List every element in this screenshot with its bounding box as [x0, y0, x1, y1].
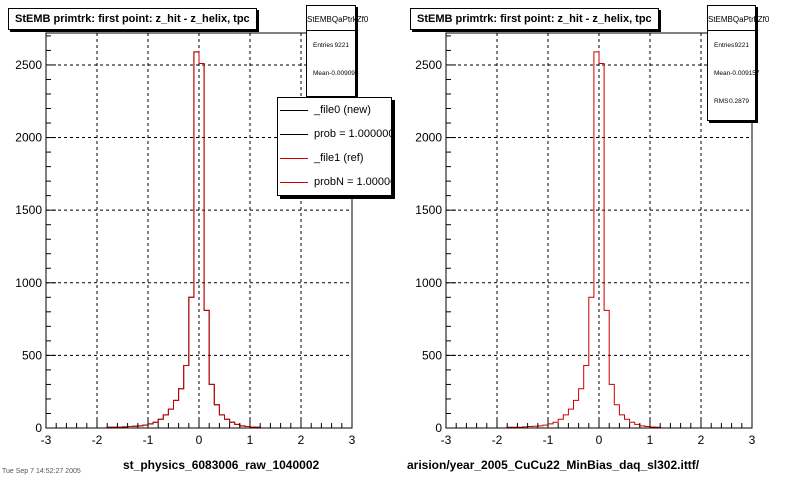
legend-entry: prob = 1.000000 — [278, 122, 391, 146]
x-tick-label: 2 — [698, 433, 705, 447]
y-tick-label: 2000 — [15, 131, 42, 145]
x-tick-label: 1 — [647, 433, 654, 447]
timestamp-text: Tue Sep 7 14:52:27 2005 — [2, 468, 81, 475]
stats-value: 9221 — [334, 41, 349, 49]
x-tick-label: 1 — [247, 433, 254, 447]
stats-label: Entries — [313, 41, 334, 49]
stats-value: 0.2879 — [729, 97, 749, 105]
panel-2-title: StEMB primtrk: first point: z_hit - z_he… — [410, 8, 659, 30]
stats-name: StEMBQaPtrkZf0 — [307, 6, 368, 31]
panel-2-x-axis-title: arision/year_2005_CuCu22_MinBias_daq_sl3… — [407, 458, 700, 472]
legend-label: prob = 1.000000 — [314, 128, 392, 140]
x-tick-label: -3 — [441, 433, 452, 447]
stats-label: Mean — [313, 69, 330, 77]
x-tick-label: -3 — [41, 433, 52, 447]
y-tick-label: 1000 — [415, 276, 442, 290]
legend-label: _file1 (ref) — [314, 152, 364, 164]
stats-row: Entries 9221 — [708, 31, 755, 59]
stats-label: Entries — [714, 41, 735, 49]
stats-row: RMS 0.2879 — [708, 87, 755, 115]
stats-row: Entries 9221 — [307, 31, 355, 59]
y-tick-label: 0 — [35, 421, 42, 435]
stats-value: 9221 — [734, 41, 749, 49]
legend-label: _file0 (new) — [314, 104, 371, 116]
stats-name: StEMBQaPtrkZf0 — [708, 6, 769, 31]
legend-label: probN = 1.000000 — [314, 176, 391, 188]
x-tick-label: -2 — [92, 433, 103, 447]
panel-1-title: StEMB primtrk: first point: z_hit - z_he… — [8, 8, 257, 30]
stats-value: -0.009093 — [329, 69, 359, 77]
y-tick-label: 500 — [422, 348, 442, 362]
y-tick-label: 2500 — [415, 58, 442, 72]
y-tick-label: 1000 — [15, 276, 42, 290]
stats-label: Mean — [714, 69, 731, 77]
y-tick-label: 2500 — [15, 58, 42, 72]
legend-line-swatch — [280, 157, 308, 159]
x-tick-label: -1 — [543, 433, 554, 447]
x-tick-label: -1 — [143, 433, 154, 447]
panel-1-stats-box: StEMBQaPtrkZf0 Entries 9221 Mean -0.0090… — [306, 5, 368, 97]
x-tick-label: 3 — [749, 433, 756, 447]
x-tick-label: 0 — [596, 433, 603, 447]
legend-line-swatch — [280, 181, 308, 183]
panel-1-x-axis-title: st_physics_6083006_raw_1040002 — [123, 458, 320, 472]
x-tick-label: 3 — [349, 433, 356, 447]
legend-entry: probN = 1.000000 — [278, 170, 391, 194]
stats-value: -0.009157 — [730, 69, 760, 77]
x-tick-label: 0 — [196, 433, 203, 447]
y-tick-label: 1500 — [415, 203, 442, 217]
legend-entry: _file0 (new) — [278, 98, 391, 122]
panel-2-stats-box: StEMBQaPtrkZf0 Entries 9221 Mean -0.0091… — [707, 5, 769, 121]
y-tick-label: 500 — [22, 348, 42, 362]
y-tick-label: 0 — [435, 421, 442, 435]
legend-box: _file0 (new) prob = 1.000000 _file1 (ref… — [277, 97, 392, 196]
x-tick-label: 2 — [298, 433, 305, 447]
stats-label: RMS — [714, 97, 729, 105]
y-tick-label: 1500 — [15, 203, 42, 217]
legend-entry: _file1 (ref) — [278, 146, 391, 170]
y-tick-label: 2000 — [415, 131, 442, 145]
legend-line-swatch — [280, 133, 308, 135]
legend-line-swatch — [280, 109, 308, 111]
stats-row: Mean -0.009157 — [708, 59, 760, 87]
stats-row: Mean -0.009093 — [307, 59, 359, 87]
x-tick-label: -2 — [492, 433, 503, 447]
